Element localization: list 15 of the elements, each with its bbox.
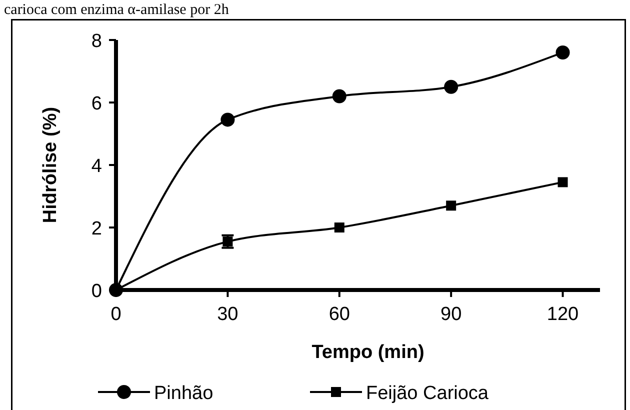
y-tick-label: 2: [91, 218, 102, 240]
x-tick-label: 0: [110, 304, 122, 325]
y-axis-title: Hidrólise (%): [40, 106, 61, 224]
x-tick-label: 120: [546, 304, 579, 325]
x-axis-title: Tempo (min): [312, 342, 424, 363]
x-tick-label: 30: [217, 304, 238, 325]
y-tick-label: 6: [91, 94, 102, 114]
x-tick-label: 60: [328, 304, 350, 325]
y-tick-label: 0: [91, 281, 102, 302]
legend-label: Pinhão: [154, 383, 214, 404]
y-tick-label: 8: [91, 31, 102, 52]
legend-label: Feijão Carioca: [366, 383, 489, 404]
y-tick-label: 4: [91, 156, 102, 177]
x-tick-label: 90: [440, 304, 462, 325]
text: carioca com enzima α-amilase por 2h: [4, 2, 230, 18]
